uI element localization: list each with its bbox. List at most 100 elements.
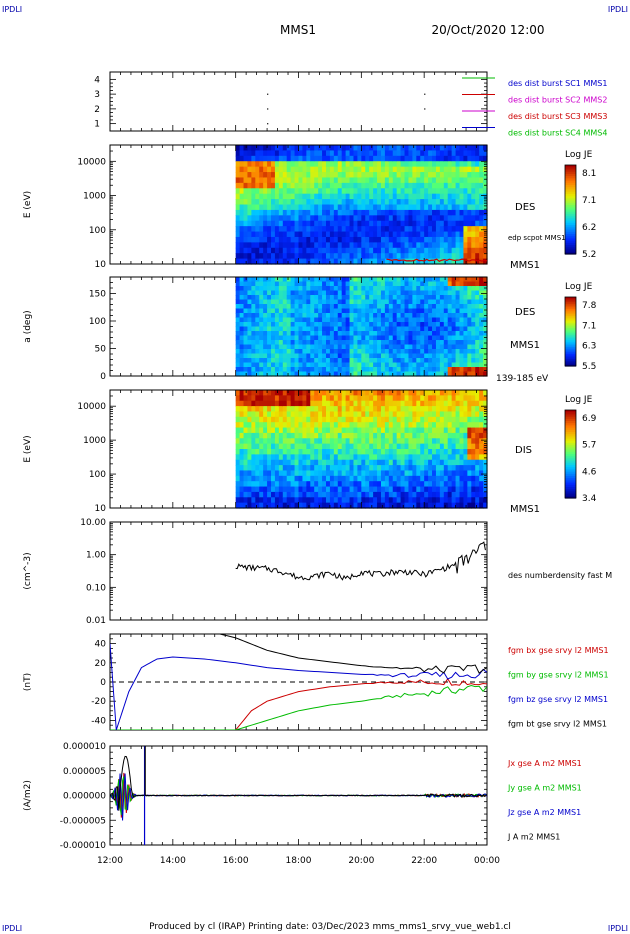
colorbar-tick-label: 5.5: [582, 362, 596, 372]
corner-label: IPDLI: [2, 924, 22, 933]
y-tick-label: -0.000010: [60, 841, 106, 851]
bfield-series: [219, 634, 487, 674]
y-tick-label: 50: [95, 345, 107, 355]
y-axis-label: (nT): [23, 673, 33, 691]
y-tick-label: 20: [95, 659, 107, 669]
y-tick-label: -0.000005: [60, 816, 106, 826]
colorbar-tick-label: 7.1: [582, 196, 596, 206]
x-tick-label: 22:00: [411, 856, 437, 866]
y-tick-label: 40: [95, 640, 107, 650]
panel-label: DES: [515, 307, 535, 318]
y-axis-label: E (eV): [23, 191, 33, 218]
y-tick-label: 3: [94, 90, 100, 100]
density-series: [235, 541, 486, 581]
y-tick-label: 10: [95, 260, 107, 270]
overlay-label: edp scpot MMS1: [508, 234, 566, 242]
legend-entry: des dist burst SC2 MMS2: [508, 96, 607, 105]
y-tick-label: 100: [89, 470, 106, 480]
burst-mark: [267, 123, 269, 125]
colorbar-tick-label: 3.4: [582, 494, 597, 504]
x-tick-label: 16:00: [223, 856, 249, 866]
y-tick-label: 150: [89, 290, 106, 300]
burst-panel-frame: [109, 71, 488, 132]
colorbar-tick-label: 6.3: [582, 342, 596, 352]
dis-energy-colorbar: [564, 409, 577, 499]
corner-label: IPDLI: [608, 924, 628, 933]
series-label: fgm by gse srvy l2 MMS1: [508, 671, 609, 680]
series-label: fgm bz gse srvy l2 MMS1: [508, 695, 608, 704]
y-tick-label: 4: [94, 75, 100, 85]
y-tick-label: -20: [91, 697, 106, 707]
colorbar-tick-label: 7.1: [582, 321, 596, 331]
panel-sublabel: MMS1: [510, 340, 540, 351]
colorbar-tick-label: 8.1: [582, 169, 596, 179]
y-tick-label: 100: [89, 317, 106, 327]
y-tick-label: 2: [94, 105, 100, 115]
series-label: des numberdensity fast M: [508, 571, 612, 580]
y-tick-label: 0: [100, 372, 106, 382]
y-tick-label: 0.10: [86, 583, 106, 593]
series-label: J A m2 MMS1: [507, 833, 560, 842]
series-label: fgm bt gse srvy l2 MMS1: [508, 720, 607, 729]
x-tick-label: 00:00: [474, 856, 500, 866]
des-energy-spectrogram: [235, 145, 488, 265]
current-series: [110, 755, 487, 811]
y-tick-label: 0.000000: [63, 792, 106, 802]
colorbar-tick-label: 7.8: [582, 301, 597, 311]
y-axis-label: (cm^-3): [23, 552, 33, 589]
legend-entry: des dist burst SC1 MMS1: [508, 79, 607, 88]
y-tick-label: -40: [91, 716, 106, 726]
colorbar-tick-label: 5.2: [582, 250, 596, 260]
y-tick-label: 0: [100, 678, 106, 688]
corner-label: IPDLI: [608, 5, 628, 14]
y-axis-label: E (eV): [23, 435, 33, 462]
des-pitch-colorbar: [564, 296, 577, 367]
burst-mark: [267, 108, 269, 110]
y-tick-label: 10000: [77, 157, 106, 167]
colorbar-tick-label: 5.7: [582, 441, 596, 451]
burst-mark: [424, 108, 426, 110]
series-label: Jy gse A m2 MMS1: [507, 784, 582, 793]
bfield-series: [110, 685, 487, 730]
y-axis-label: a (deg): [23, 310, 33, 342]
x-tick-label: 14:00: [160, 856, 186, 866]
colorbar-tick-label: 6.9: [582, 414, 597, 424]
bfield-series: [235, 677, 487, 730]
y-axis-label: (A/m2): [23, 780, 33, 811]
legend-entry: des dist burst SC4 MMS4: [508, 129, 607, 138]
bfield-series: [110, 643, 487, 730]
legend-entry: des dist burst SC3 MMS3: [508, 112, 607, 121]
y-tick-label: 0.01: [86, 616, 106, 626]
x-tick-label: 12:00: [97, 856, 123, 866]
footer-text: Produced by cl (IRAP) Printing date: 03/…: [149, 922, 511, 932]
panel-sublabel: MMS1: [510, 260, 540, 271]
colorbar-tick-label: 6.2: [582, 223, 596, 233]
dis-energy-spectrogram: [235, 390, 488, 509]
panel-sublabel: MMS1: [510, 504, 540, 515]
x-tick-label: 18:00: [286, 856, 312, 866]
current-series: [110, 773, 487, 821]
y-tick-label: 1: [94, 120, 100, 130]
spacecraft-title: MMS1: [280, 23, 316, 37]
panel-label: DIS: [515, 445, 532, 456]
date-title: 20/Oct/2020 12:00: [431, 23, 544, 37]
series-label: fgm bx gse srvy l2 MMS1: [508, 646, 609, 655]
y-tick-label: 1.00: [86, 551, 106, 561]
y-tick-label: 0.000010: [63, 742, 106, 752]
colorbar-title: Log JE: [565, 395, 593, 405]
des-energy-colorbar: [564, 164, 577, 255]
y-tick-label: 1000: [83, 436, 106, 446]
energy-range-label: 139-185 eV: [496, 374, 549, 384]
y-tick-label: 1000: [83, 192, 106, 202]
corner-label: IPDLI: [2, 5, 22, 14]
y-tick-label: 0.000005: [63, 767, 106, 777]
series-label: Jz gse A m2 MMS1: [507, 808, 581, 817]
colorbar-tick-label: 4.6: [582, 467, 597, 477]
colorbar-title: Log JE: [565, 282, 593, 292]
y-tick-label: 10000: [77, 402, 106, 412]
y-tick-label: 100: [89, 226, 106, 236]
scpot-overlay: [386, 258, 488, 262]
y-tick-label: 10: [95, 504, 107, 514]
x-tick-label: 20:00: [348, 856, 374, 866]
